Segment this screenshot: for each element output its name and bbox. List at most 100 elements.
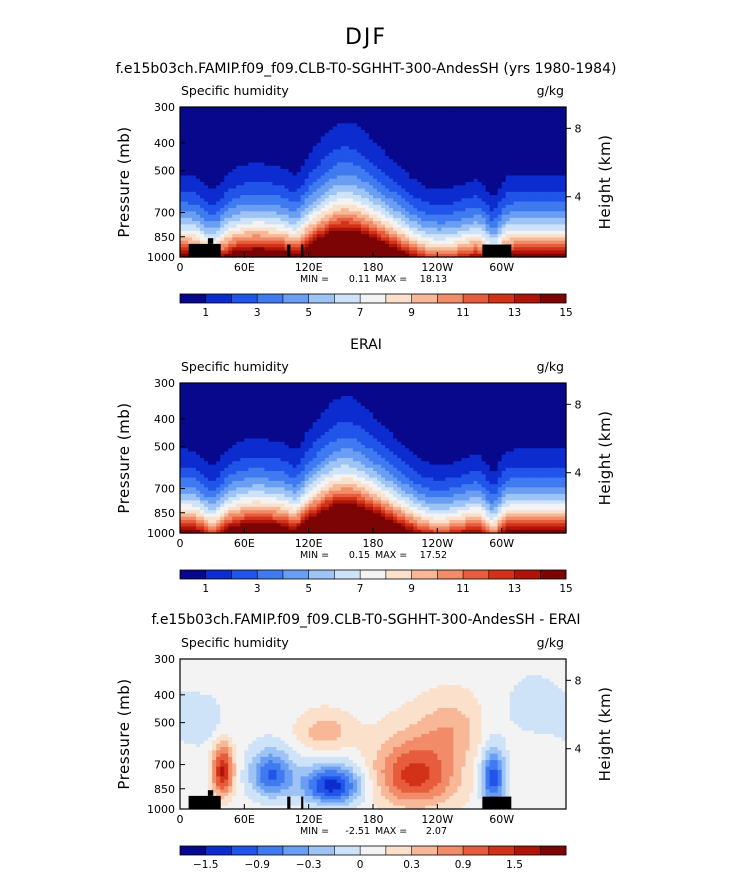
field-cell [352,149,358,154]
field-cell [228,204,233,209]
field-cell [292,152,298,157]
field-cell [236,159,241,164]
field-cell [268,159,274,164]
field-cell [196,152,201,157]
field-cell [180,195,185,199]
field-cell [200,185,205,190]
field-cell [292,159,298,164]
field-cell [316,234,322,239]
field-cell [264,182,270,186]
field-cell [308,116,314,121]
field-cell [236,172,241,177]
field-cell [296,175,302,180]
field-cell [264,188,270,193]
field-cell [348,116,354,121]
field-cell [324,159,330,164]
field-cell [240,152,245,157]
field-cell [292,198,298,203]
field-cell [320,155,326,160]
field-cell [244,175,249,180]
field-cell [248,107,253,111]
field-cell [312,159,318,164]
field-cell [224,211,229,216]
field-cell [204,175,209,180]
field-cell [196,227,201,232]
field-cell [296,188,302,193]
field-cell [260,237,266,242]
field-cell [276,185,282,190]
field-cell [320,126,326,131]
field-cell [276,224,282,229]
field-cell [328,208,334,212]
field-cell [188,123,193,128]
field-cell [236,155,241,160]
field-cell [292,133,298,137]
field-cell [352,142,358,147]
field-cell [256,139,262,144]
field-cell [328,165,334,170]
field-cell [292,182,298,186]
field-cell [256,224,262,229]
field-cell [264,155,270,160]
field-cell [192,142,197,147]
field-cell [228,159,233,164]
field-cell [352,172,358,177]
field-cell [272,185,278,190]
field-cell [336,139,342,144]
field-cell [304,139,310,144]
field-cell [284,139,290,144]
field-cell [320,120,326,124]
field-cell [216,110,221,115]
field-cell [268,240,274,245]
field-cell [332,165,338,170]
field-cell [272,155,278,160]
field-cell [316,224,322,229]
field-cell [244,155,249,160]
field-cell [224,208,229,212]
field-cell [256,123,262,128]
field-cell [348,214,354,219]
field-cell [300,168,306,173]
field-cell [352,123,358,128]
field-cell [180,142,185,147]
field-cell [272,162,278,167]
field-cell [188,162,193,167]
field-cell [196,211,201,216]
field-cell [280,224,286,229]
field-cell [192,139,197,144]
field-cell [232,123,237,128]
field-cell [268,243,274,248]
field-cell [328,230,334,235]
field-cell [240,139,245,144]
field-cell [240,165,245,170]
field-cell [288,123,294,128]
field-cell [288,175,294,180]
field-cell [216,146,221,150]
field-cell [340,129,346,134]
x-tick-label: 60E [234,261,255,274]
field-cell [280,195,286,199]
field-cell [276,110,282,115]
field-cell [204,129,209,134]
field-cell [308,217,314,222]
field-cell [180,136,185,141]
field-cell [180,234,185,239]
field-cell [296,120,302,124]
field-cell [324,227,330,232]
field-cell [216,129,221,134]
field-cell [308,234,314,239]
field-cell [276,240,282,245]
field-cell [232,243,237,248]
field-cell [328,214,334,219]
field-cell [288,116,294,121]
field-cell [236,152,241,157]
field-cell [296,123,302,128]
field-cell [264,204,270,209]
field-cell [328,159,334,164]
field-cell [332,201,338,206]
field-cell [188,116,193,121]
field-cell [208,185,213,190]
field-cell [348,201,354,206]
field-cell [236,123,241,128]
field-cell [304,201,310,206]
